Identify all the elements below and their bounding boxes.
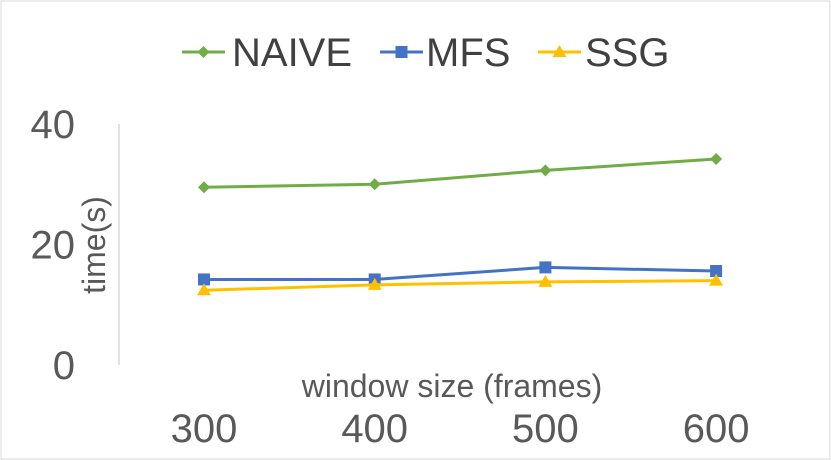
- x-tick-label: 400: [341, 407, 408, 451]
- data-point-naive: [198, 181, 210, 194]
- y-axis-title: time(s): [76, 196, 112, 294]
- x-tick-label: 500: [512, 407, 579, 451]
- data-point-naive: [539, 164, 552, 177]
- x-axis-title: window size (frames): [301, 368, 603, 404]
- legend: NAIVE MFS SSG: [182, 31, 669, 75]
- data-point-mfs: [198, 273, 210, 286]
- y-tick-labels: 0 20 40: [31, 103, 76, 388]
- data-point-naive: [368, 178, 381, 191]
- x-tick-label: 600: [683, 407, 750, 451]
- series-line-naive: [203, 157, 717, 189]
- data-point-ssg: [709, 273, 724, 286]
- data-point-mfs: [539, 261, 552, 274]
- y-tick-label: 40: [31, 103, 76, 147]
- series-lines: [197, 152, 724, 296]
- legend-label-naive: NAIVE: [232, 31, 352, 75]
- data-point-ssg: [197, 283, 211, 296]
- x-tick-labels: 300 400 500 600: [171, 407, 750, 451]
- y-tick-label: 0: [53, 344, 75, 388]
- data-point-ssg: [367, 277, 382, 290]
- legend-label-mfs: MFS: [426, 31, 510, 75]
- data-point-naive: [710, 152, 723, 165]
- x-tick-label: 300: [171, 407, 238, 451]
- legend-label-ssg: SSG: [585, 31, 669, 75]
- data-point-ssg: [538, 274, 553, 287]
- data-point-mfs: [710, 265, 723, 278]
- y-tick-label: 20: [31, 224, 76, 268]
- legend-marker-mfs: [395, 46, 408, 58]
- legend-marker-naive: [197, 46, 210, 58]
- series-line-ssg: [203, 279, 717, 292]
- series-line-mfs: [204, 265, 717, 281]
- legend-marker-ssg: [552, 45, 567, 57]
